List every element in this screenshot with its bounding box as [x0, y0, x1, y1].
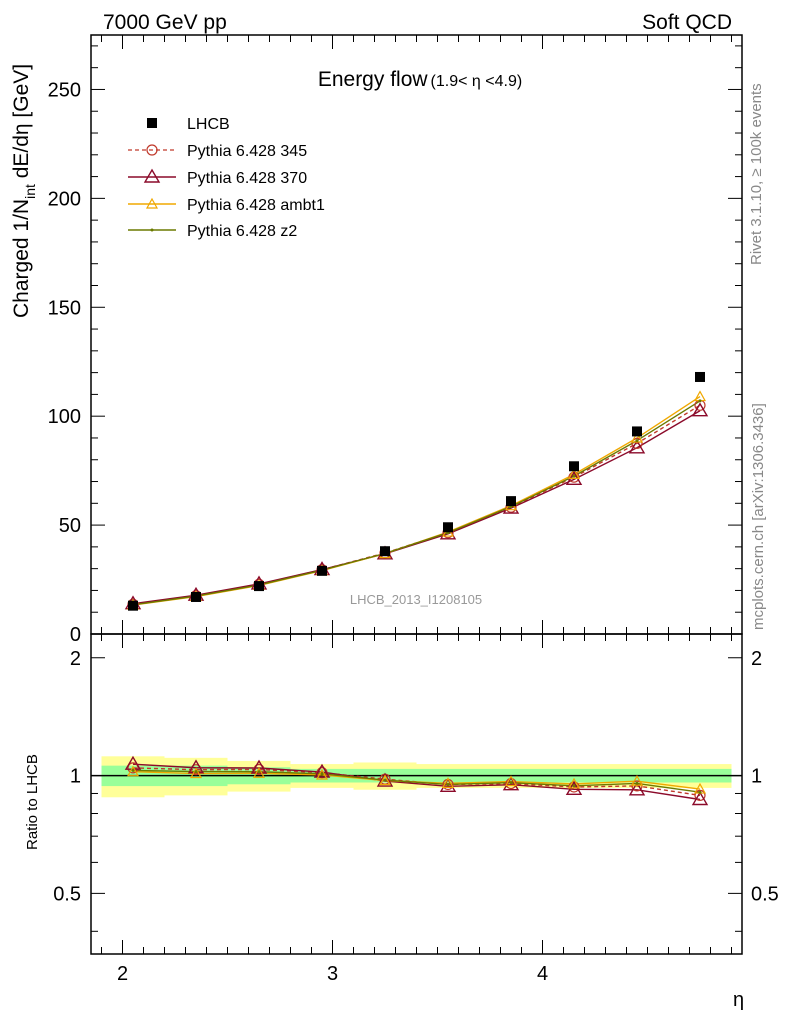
data-point-lhcb	[191, 591, 201, 602]
series-point-p345	[631, 437, 643, 450]
data-point-lhcb	[569, 461, 579, 472]
ratio-point-p370	[691, 791, 709, 806]
ratio-curves	[132, 763, 701, 801]
x-tick-label: 2	[117, 963, 128, 985]
ratio-point-z2	[635, 781, 639, 785]
y-tick-label: 200	[48, 188, 81, 210]
ratio-tick-label: 2	[70, 648, 81, 670]
ratio-point-p370	[376, 772, 394, 787]
ratio-point-ambt1	[189, 767, 203, 779]
ratio-point-z2	[194, 770, 198, 774]
legend-marker-370	[143, 168, 161, 183]
mcplots-label: mcplots.cern.ch [arXiv:1306.3436]	[750, 403, 767, 630]
ratio-point-z2	[509, 781, 513, 785]
y-tick-label: 150	[48, 297, 81, 319]
series-line-z2	[132, 400, 701, 606]
series-line-ambt1	[132, 395, 701, 606]
ratio-markers	[124, 755, 709, 806]
ratio-panel: 2 3 4 0.5 0.5 1 1 2 2 Ratio to LHCB η	[24, 633, 779, 1011]
data-point-lhcb	[506, 496, 516, 507]
ratio-point-ambt1	[315, 768, 329, 780]
x-axis-label: η	[733, 989, 744, 1011]
ratio-point-ambt1	[441, 777, 455, 788]
y-axis-label-sub: int	[22, 184, 38, 199]
ratio-line-p370	[132, 763, 701, 801]
data-point-lhcb	[632, 426, 642, 437]
ratio-point-z2	[257, 770, 261, 774]
x-tick-label: 3	[327, 963, 338, 985]
rivet-label: Rivet 3.1.10, ≥ 100k events	[748, 83, 765, 265]
ratio-tick-label-right: 0.5	[751, 883, 779, 905]
data-point-lhcb	[443, 522, 453, 533]
ratio-point-ambt1	[252, 767, 266, 778]
ratio-point-p345	[631, 780, 643, 792]
x-tick-label: 4	[537, 963, 548, 985]
series-line-p370	[132, 410, 701, 605]
ratio-point-z2	[131, 768, 135, 772]
ratio-point-p345	[127, 762, 139, 774]
ratio-point-p345	[694, 789, 706, 802]
ratio-line-z2	[132, 769, 701, 793]
series-point-z2	[572, 474, 576, 478]
data-point-lhcb	[695, 371, 705, 382]
watermark: LHCB_2013_I1208105	[350, 592, 482, 607]
ratio-point-ambt1	[126, 765, 140, 777]
series-point-ambt1	[567, 468, 581, 479]
y-axis-label-b: dE/dη [GeV]	[10, 64, 33, 184]
y-axis-label-main: Charged 1/Nint dE/dη [GeV]	[10, 64, 38, 318]
ratio-point-z2	[383, 778, 387, 782]
main-markers	[124, 371, 709, 611]
legend-label-z2: Pythia 6.428 z2	[187, 223, 297, 240]
y-axis-label-a: Charged 1/N	[10, 199, 33, 318]
data-point-lhcb	[380, 546, 390, 557]
legend-label-345: Pythia 6.428 345	[187, 143, 307, 160]
header-beam-label: 7000 GeV pp	[103, 11, 227, 34]
series-point-p370	[691, 402, 709, 417]
main-curves	[132, 395, 701, 606]
ratio-tick-label-right: 1	[751, 766, 762, 788]
ratio-point-z2	[446, 782, 450, 786]
ratio-axis-ticks: 2 3 4 0.5 0.5 1 1 2 2	[53, 634, 779, 985]
main-axis-ticks: 0 50 100 150 200 250	[48, 35, 742, 646]
ratio-point-ambt1	[567, 777, 581, 789]
ratio-tick-label-right: 2	[751, 648, 762, 670]
y-tick-label: 100	[48, 406, 81, 428]
legend-marker-ambt1	[145, 197, 159, 209]
data-point-lhcb	[317, 565, 327, 576]
ratio-tick-label: 1	[70, 766, 81, 788]
ratio-point-p370	[313, 763, 331, 778]
legend-marker-345	[146, 144, 158, 156]
ratio-point-z2	[320, 772, 324, 776]
legend: LHCB Pythia 6.428 345 Pythia 6.428 370 P…	[128, 116, 325, 240]
main-panel: 0 50 100 150 200 250 LHCB_2013_I1208105 Energ…	[10, 34, 743, 646]
y-tick-label: 0	[70, 624, 81, 646]
series-line-p345	[132, 404, 701, 606]
legend-marker-lhcb	[147, 118, 157, 128]
series-point-z2	[635, 439, 639, 443]
header-category-label: Soft QCD	[642, 11, 732, 34]
data-point-lhcb	[128, 600, 138, 611]
legend-label-370: Pythia 6.428 370	[187, 170, 307, 187]
ratio-point-z2	[572, 784, 576, 788]
ratio-point-ambt1	[504, 775, 518, 787]
y-tick-label: 50	[59, 515, 81, 537]
chart-title: Energy flow (1.9< η <4.9)	[318, 68, 522, 91]
series-point-p370	[628, 439, 646, 454]
data-point-lhcb	[254, 581, 264, 592]
series-point-z2	[698, 399, 702, 403]
ratio-point-z2	[698, 790, 702, 794]
y-tick-label: 250	[48, 79, 81, 101]
chart-title-range: (1.9< η <4.9)	[431, 73, 523, 90]
legend-label-lhcb: LHCB	[187, 116, 230, 133]
ratio-point-ambt1	[630, 774, 644, 786]
ratio-line-p345	[132, 767, 701, 797]
ratio-point-ambt1	[378, 774, 392, 786]
legend-label-ambt1: Pythia 6.428 ambt1	[187, 197, 325, 214]
y-axis-label-ratio: Ratio to LHCB	[24, 754, 41, 850]
ratio-tick-label: 0.5	[53, 883, 81, 905]
ratio-point-p370	[628, 781, 646, 796]
chart-title-main: Energy flow	[318, 68, 429, 91]
legend-marker-z2	[150, 228, 154, 232]
